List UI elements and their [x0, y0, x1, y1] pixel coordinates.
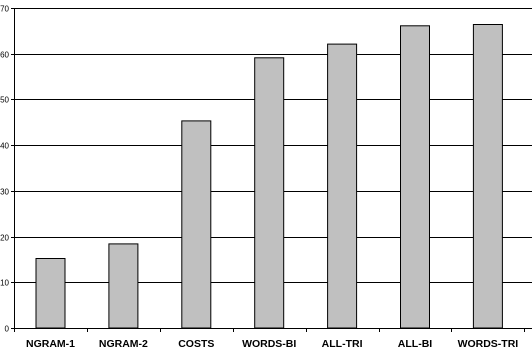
bars	[35, 24, 503, 329]
x-tick-label: ALL-BI	[398, 338, 432, 350]
y-tick-label: 70	[0, 5, 9, 14]
bar-costs	[181, 120, 212, 329]
x-tick-label: ALL-TRI	[322, 338, 363, 350]
bar-all-tri	[327, 43, 358, 329]
y-tick-label: 40	[0, 142, 9, 151]
y-tick-labels: 0 10 20 30 40 50 60 70	[0, 5, 14, 334]
x-tick-label: COSTS	[178, 338, 214, 350]
bar-words-bi	[254, 57, 285, 329]
x-tick-label: NGRAM-2	[99, 338, 148, 350]
y-tick-label: 50	[0, 96, 9, 105]
x-tick-label: NGRAM-1	[26, 338, 75, 350]
x-tick-label: WORDS-TRI	[458, 338, 519, 350]
x-tick-labels: NGRAM-1 NGRAM-2 COSTS WORDS-BI ALL-TRI ALL-BI…	[14, 328, 525, 350]
y-tick-label: 20	[0, 234, 9, 243]
y-tick-label: 30	[0, 188, 9, 197]
y-tick-label: 10	[0, 279, 9, 288]
y-tick-label: 0	[5, 325, 10, 334]
bar-ngram-2	[108, 243, 139, 329]
axes	[14, 8, 532, 329]
bar-all-bi	[400, 25, 430, 329]
y-tick-label: 60	[0, 51, 9, 60]
bar-words-tri	[472, 24, 503, 329]
bar-ngram-1	[35, 258, 66, 329]
x-tick-label: WORDS-BI	[242, 338, 296, 350]
